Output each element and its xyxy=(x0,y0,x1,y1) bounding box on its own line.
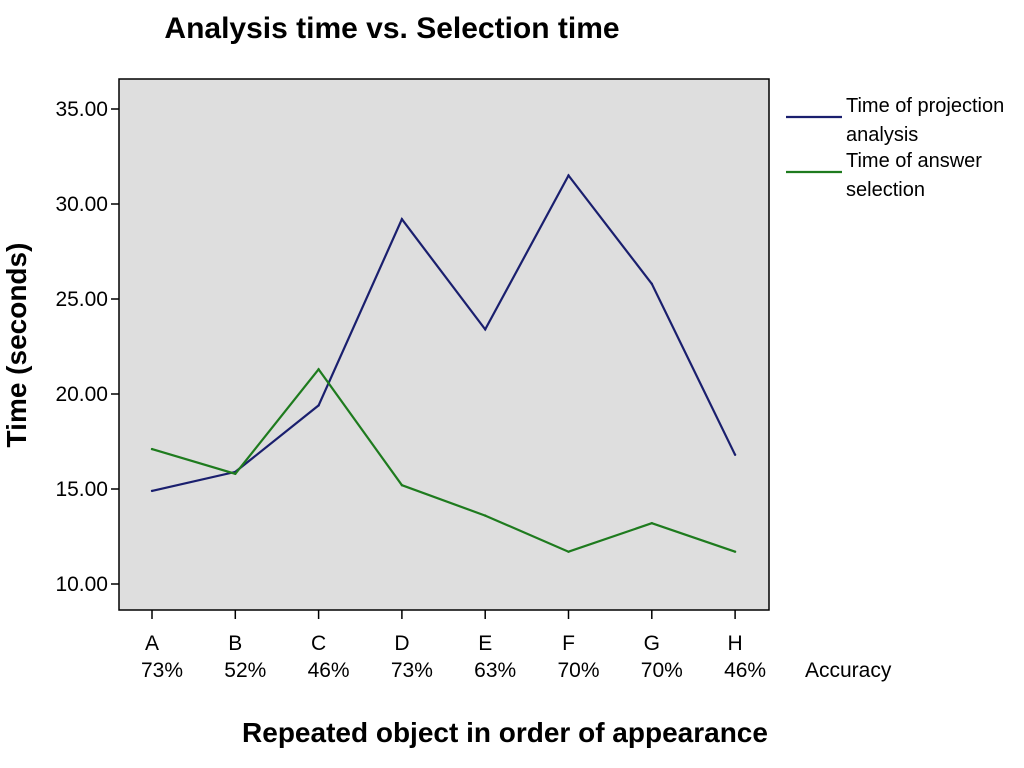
data-point xyxy=(567,550,570,553)
accuracy-value: 63% xyxy=(474,659,516,682)
accuracy-value: 73% xyxy=(391,659,433,682)
data-point xyxy=(567,174,570,177)
data-point xyxy=(484,328,487,331)
accuracy-value: 46% xyxy=(724,659,766,682)
accuracy-value: 73% xyxy=(141,659,183,682)
x-tick-label: F xyxy=(562,632,575,655)
y-tick-label: 25.00 xyxy=(55,288,108,311)
data-point xyxy=(650,282,653,285)
x-tick-label: C xyxy=(311,632,326,655)
x-tick-label: H xyxy=(728,632,743,655)
x-tick-label: G xyxy=(644,632,660,655)
x-tick-label: A xyxy=(145,632,159,655)
x-tick-label: D xyxy=(394,632,409,655)
data-point xyxy=(650,522,653,525)
data-point xyxy=(733,550,737,553)
accuracy-value: 70% xyxy=(641,659,683,682)
y-tick-label: 15.00 xyxy=(55,478,108,501)
data-point xyxy=(400,218,404,221)
series-line-answer-selection xyxy=(151,367,736,553)
plot-area xyxy=(118,78,770,611)
accuracy-value: 52% xyxy=(224,659,266,682)
legend-label: Time of projection xyxy=(846,95,1004,117)
data-point xyxy=(234,472,237,475)
accuracy-value: 70% xyxy=(557,659,599,682)
data-point xyxy=(150,489,154,493)
data-point xyxy=(317,404,320,407)
x-axis-title: Repeated object in order of appearance xyxy=(242,717,768,748)
data-point xyxy=(484,514,487,517)
legend-label: selection xyxy=(846,179,925,201)
series-group xyxy=(150,173,737,553)
x-axis: A 73% B 52% C 46% D 73% E 63% F 70% G 70% H 46% xyxy=(141,610,766,682)
accuracy-value: 46% xyxy=(308,659,350,682)
y-axis-title: Time (seconds) xyxy=(1,243,32,448)
data-point xyxy=(733,453,737,456)
data-point xyxy=(317,368,320,371)
accuracy-label: Accuracy xyxy=(805,659,892,682)
x-tick-label: E xyxy=(478,632,492,655)
y-tick-label: 30.00 xyxy=(55,193,108,216)
data-point xyxy=(150,447,154,451)
x-tick-label: B xyxy=(228,632,242,655)
series-line-projection-analysis xyxy=(151,173,737,492)
legend-label: Time of answer xyxy=(846,150,982,172)
y-tick-label: 35.00 xyxy=(55,98,108,121)
y-tick-label: 20.00 xyxy=(55,383,108,406)
y-tick-label: 10.00 xyxy=(55,573,108,596)
y-axis: 10.00 15.00 20.00 25.00 30.00 35.00 xyxy=(55,98,119,596)
legend: Time of projection analysis Time of answer… xyxy=(786,95,1004,201)
legend-label: analysis xyxy=(846,124,918,146)
chart-title: Analysis time vs. Selection time xyxy=(164,12,619,45)
data-point xyxy=(400,484,404,487)
